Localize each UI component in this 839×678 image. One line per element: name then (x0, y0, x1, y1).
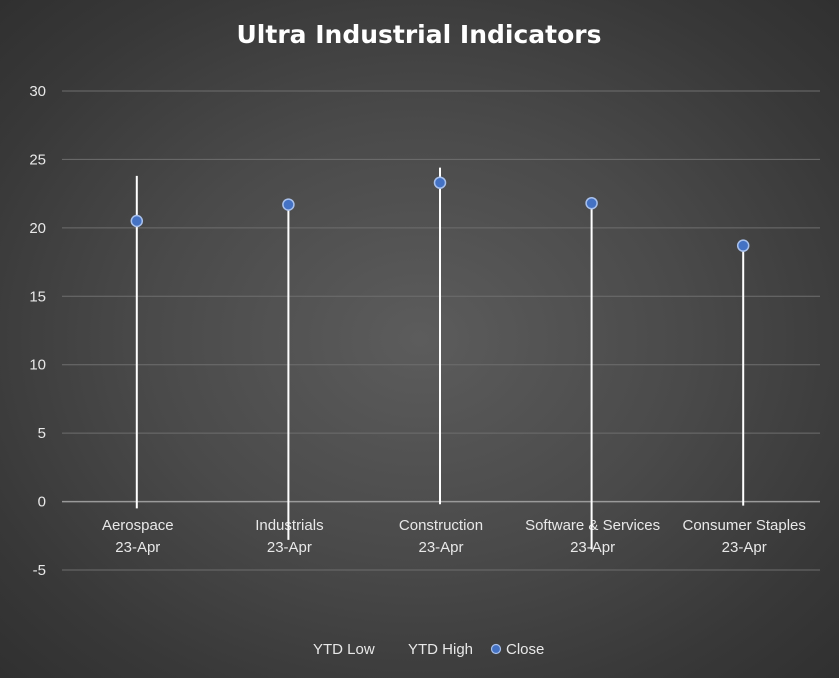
category-date-label: 23-Apr (722, 539, 767, 556)
y-tick-label: 0 (38, 494, 46, 511)
close-marker (130, 214, 144, 228)
legend-close-marker-icon (490, 643, 502, 655)
legend-item-ytd-high: YTD High (408, 641, 473, 658)
high-low-lines (135, 167, 745, 550)
y-tick-label: 20 (29, 220, 46, 237)
close-marker (282, 198, 295, 211)
close-marker (736, 239, 750, 252)
y-tick-label: 25 (29, 151, 46, 168)
y-tick-label: 5 (38, 425, 46, 442)
y-tick-label: 15 (29, 288, 46, 305)
y-axis-ticks: 30 25 20 15 10 5 0 -5 (29, 83, 46, 579)
close-marker (433, 176, 447, 189)
category-date-label: 23-Apr (115, 539, 160, 556)
chart-title: Ultra Industrial Indicators (237, 20, 602, 49)
close-markers (130, 176, 750, 252)
category-label: Consumer Staples (682, 517, 805, 534)
category-label: Construction (399, 517, 483, 534)
close-marker (585, 196, 598, 210)
category-label: Aerospace (102, 517, 174, 534)
legend-item-close: Close (506, 641, 544, 658)
y-tick-label: -5 (33, 562, 46, 579)
category-date-label: 23-Apr (418, 539, 463, 556)
legend-item-ytd-low: YTD Low (313, 641, 375, 658)
x-axis-categories: Aerospace23-AprIndustrials23-AprConstruc… (102, 517, 806, 556)
category-date-label: 23-Apr (267, 539, 312, 556)
y-tick-label: 10 (29, 357, 46, 374)
y-tick-label: 30 (29, 83, 46, 100)
legend: YTD Low YTD High Close (313, 641, 544, 658)
